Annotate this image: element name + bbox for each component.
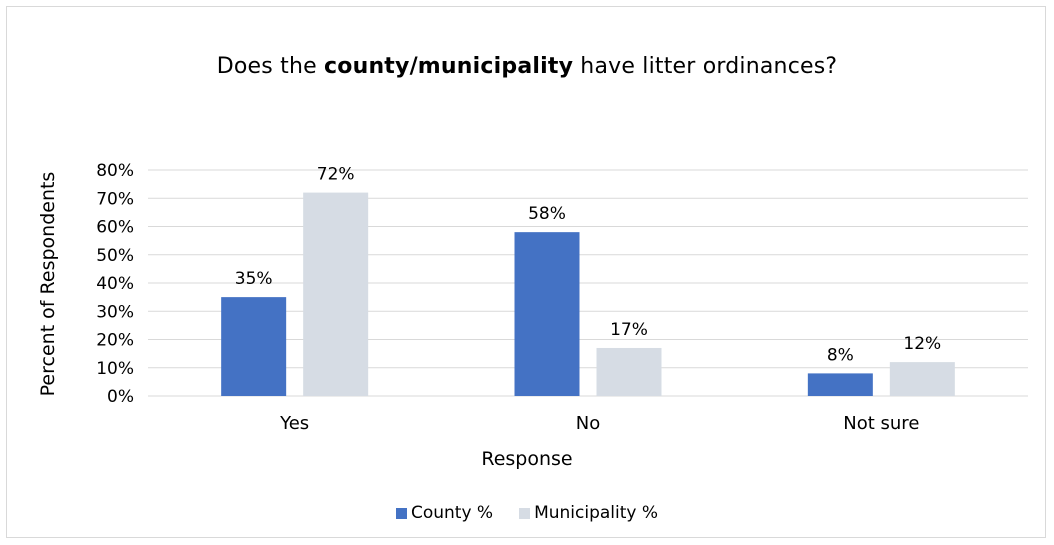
x-tick-label: Yes [279,413,309,434]
legend-item-county: County % [395,503,494,523]
bar [596,347,662,396]
y-tick-label: 20% [96,331,134,351]
bar [221,297,287,396]
legend-swatch-county [395,507,407,519]
chart-title-bold: county/municipality [324,54,574,79]
legend-label-municipality: Municipality % [534,503,659,523]
legend-item-municipality: Municipality % [519,503,658,523]
x-axis-label: Response [481,448,573,470]
y-tick-label: 60% [96,218,134,238]
y-tick-label: 80% [96,161,134,181]
data-label: 58% [528,204,566,224]
bar [807,373,873,396]
bar [514,232,580,396]
bar [889,362,955,396]
x-tick-label: Not sure [843,413,919,434]
data-label: 17% [610,320,648,340]
y-tick-label: 70% [96,189,134,209]
y-tick-label: 40% [96,274,134,294]
legend-label-county: County % [410,503,494,523]
y-tick-label: 0% [107,387,134,407]
data-label: 35% [235,269,273,289]
data-label: 8% [827,345,854,365]
bar [303,192,369,396]
y-tick-label: 50% [96,246,134,266]
y-tick-label: 10% [96,359,134,379]
legend: County % Municipality % [0,503,1054,523]
x-tick-label: No [576,413,600,434]
y-tick-label: 30% [96,302,134,322]
chart-title: Does the county/municipality have litter… [216,54,838,79]
data-label: 72% [317,165,355,185]
data-label: 12% [903,334,941,354]
legend-swatch-municipality [519,507,531,519]
